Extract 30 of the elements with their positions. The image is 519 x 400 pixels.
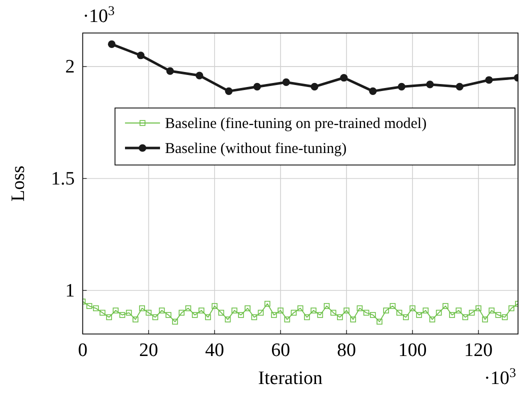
point [398, 82, 406, 91]
point [485, 76, 493, 84]
x-tick-label: 100 [398, 340, 427, 361]
point [166, 67, 174, 75]
text: ·10$^{3}$ [484, 364, 516, 389]
x-axis-title: Iteration [258, 368, 324, 389]
point [369, 87, 377, 95]
point [282, 78, 290, 86]
y-tick-label: 1.5 [50, 168, 75, 190]
point [253, 82, 261, 91]
y-tick-label: 2 [65, 56, 75, 78]
point [196, 72, 204, 80]
point [108, 40, 116, 48]
x-tick-label: 120 [464, 340, 493, 361]
point [136, 52, 145, 60]
y-axis-title: Loss [8, 166, 29, 202]
point [456, 82, 464, 91]
text: ·10$^{3}$ [82, 2, 116, 27]
x-tick-label: 20 [139, 340, 158, 361]
x-tick-label: 0 [78, 340, 88, 361]
point [310, 82, 318, 91]
point [340, 74, 348, 82]
y-tick-label: 1 [65, 280, 75, 302]
legend-label: Baseline (fine-tuning on pre-trained model) [165, 116, 427, 132]
point [224, 87, 233, 95]
point [426, 80, 434, 88]
x-tick-label: 40 [205, 340, 224, 361]
x-tick-label: 80 [337, 340, 356, 361]
legend-label: Baseline (without fine-tuning) [165, 141, 347, 157]
x-tick-label: 60 [271, 340, 290, 361]
